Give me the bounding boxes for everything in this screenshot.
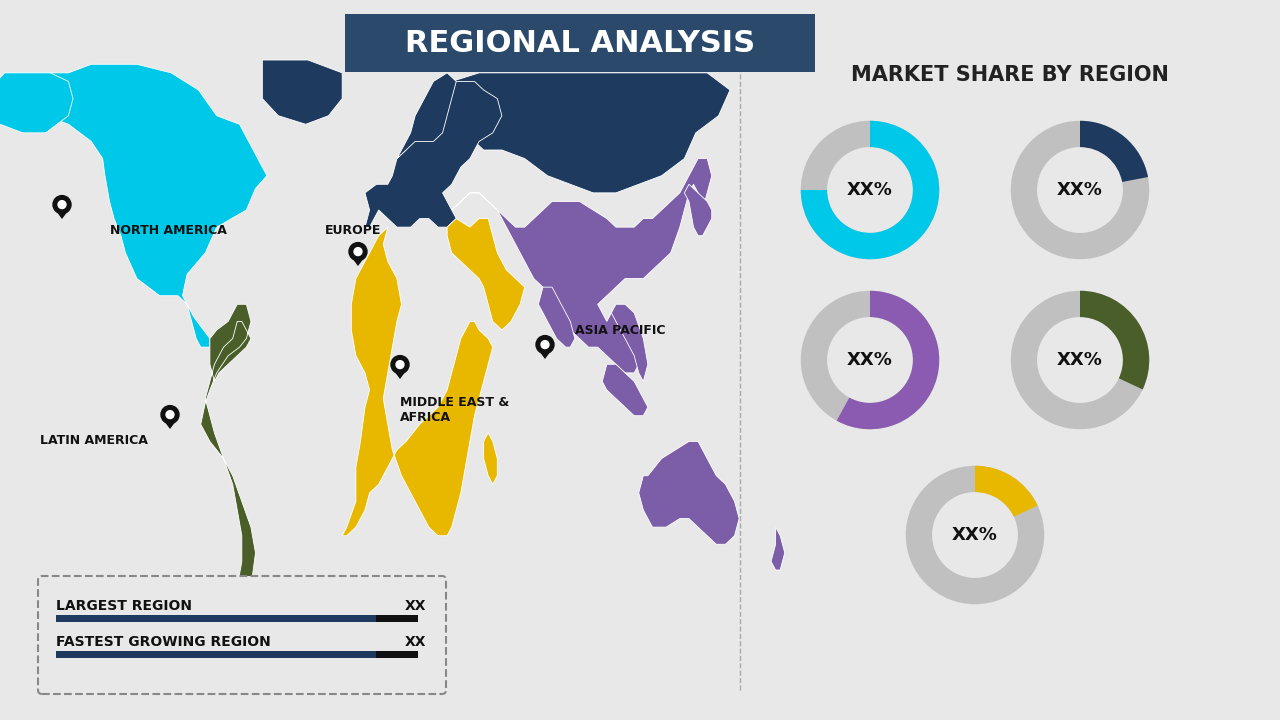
- Polygon shape: [685, 184, 712, 235]
- Text: XX%: XX%: [847, 351, 893, 369]
- Polygon shape: [5, 64, 268, 347]
- Text: XX%: XX%: [1057, 181, 1103, 199]
- Circle shape: [161, 405, 179, 423]
- Polygon shape: [612, 305, 648, 382]
- Text: LARGEST REGION: LARGEST REGION: [56, 599, 192, 613]
- Text: XX%: XX%: [1057, 351, 1103, 369]
- Text: XX: XX: [404, 599, 426, 613]
- Polygon shape: [536, 348, 553, 359]
- Circle shape: [349, 243, 367, 261]
- Wedge shape: [801, 291, 940, 429]
- Polygon shape: [484, 433, 498, 485]
- Polygon shape: [365, 81, 502, 227]
- Bar: [346, 14, 815, 72]
- Text: XX%: XX%: [847, 181, 893, 199]
- Text: NORTH AMERICA: NORTH AMERICA: [110, 223, 227, 236]
- Polygon shape: [447, 219, 525, 330]
- Wedge shape: [975, 466, 1038, 517]
- Circle shape: [390, 356, 410, 374]
- Wedge shape: [1011, 121, 1149, 259]
- Polygon shape: [54, 208, 70, 219]
- Wedge shape: [1080, 121, 1148, 182]
- Polygon shape: [262, 60, 342, 125]
- Circle shape: [355, 248, 362, 256]
- Polygon shape: [452, 73, 730, 193]
- Wedge shape: [906, 466, 1044, 604]
- Polygon shape: [447, 158, 712, 373]
- Polygon shape: [201, 305, 256, 617]
- Polygon shape: [342, 227, 493, 536]
- Polygon shape: [539, 287, 575, 347]
- Circle shape: [536, 336, 554, 354]
- Polygon shape: [397, 73, 456, 158]
- Polygon shape: [349, 255, 366, 266]
- Text: MARKET SHARE BY REGION: MARKET SHARE BY REGION: [851, 65, 1169, 85]
- Bar: [56, 615, 376, 622]
- FancyBboxPatch shape: [38, 576, 445, 694]
- Polygon shape: [392, 368, 408, 379]
- Circle shape: [541, 341, 549, 348]
- Bar: [56, 651, 376, 658]
- Circle shape: [396, 361, 404, 369]
- Circle shape: [52, 196, 70, 214]
- Wedge shape: [1011, 291, 1149, 429]
- Text: XX%: XX%: [952, 526, 998, 544]
- Wedge shape: [801, 121, 940, 259]
- Wedge shape: [837, 291, 940, 429]
- Text: LATIN AMERICA: LATIN AMERICA: [40, 433, 148, 446]
- Polygon shape: [161, 418, 178, 429]
- Text: XX: XX: [404, 635, 426, 649]
- Text: REGIONAL ANALYSIS: REGIONAL ANALYSIS: [404, 29, 755, 58]
- Wedge shape: [801, 121, 940, 259]
- Polygon shape: [771, 527, 785, 570]
- Circle shape: [58, 201, 67, 209]
- Text: ASIA PACIFIC: ASIA PACIFIC: [575, 323, 666, 336]
- Bar: [376, 651, 419, 658]
- Bar: [376, 615, 419, 622]
- Polygon shape: [603, 364, 648, 415]
- Wedge shape: [1080, 291, 1149, 390]
- Circle shape: [166, 410, 174, 418]
- Text: MIDDLE EAST &
AFRICA: MIDDLE EAST & AFRICA: [399, 396, 509, 424]
- Text: EUROPE: EUROPE: [325, 223, 381, 236]
- Text: FASTEST GROWING REGION: FASTEST GROWING REGION: [56, 635, 271, 649]
- Polygon shape: [0, 73, 73, 133]
- Polygon shape: [639, 441, 739, 544]
